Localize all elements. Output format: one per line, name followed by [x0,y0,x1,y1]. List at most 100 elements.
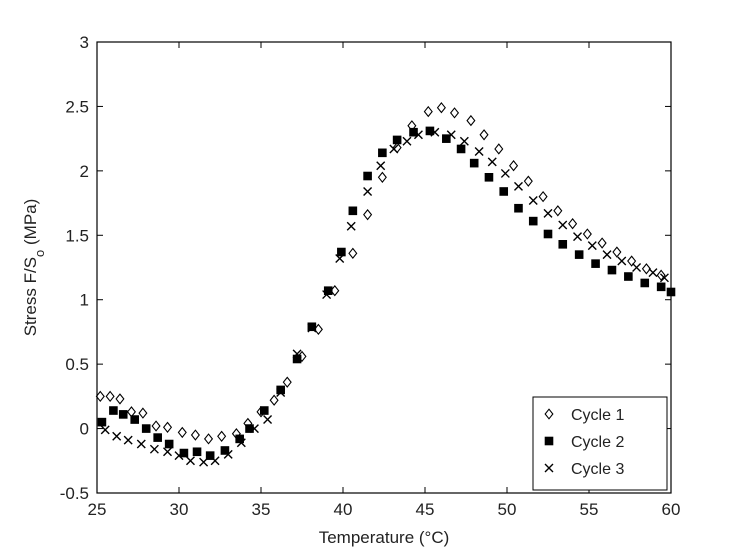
data-point [459,136,469,146]
data-point [514,203,523,213]
data-point [363,171,372,181]
data-point [192,447,202,457]
x-tick-label: 30 [170,500,189,519]
y-tick-label: 0 [80,420,89,439]
y-tick-label: 0.5 [65,355,89,374]
legend-label: Cycle 2 [571,434,624,451]
data-point [138,407,148,419]
data-point [558,240,568,249]
x-tick-label: 45 [416,500,435,519]
data-point [568,218,578,230]
data-point [543,229,553,239]
data-point [123,435,133,445]
data-point [612,246,622,258]
data-point [307,322,317,332]
legend-box [532,396,668,491]
data-point [558,220,568,230]
data-point [484,173,494,182]
data-point [513,181,523,191]
data-point [174,451,184,461]
data-point [602,250,612,260]
x-tick-label: 25 [88,500,107,519]
data-point [151,420,161,432]
data-point [573,232,583,242]
data-point [130,415,140,424]
data-point [389,144,399,154]
data-point [190,429,200,441]
data-point [591,259,600,268]
y-tick-label: 3 [80,33,89,52]
data-point [436,102,446,114]
data-point [523,175,533,187]
data-point [276,387,286,397]
data-point [307,323,317,333]
data-point [179,448,189,458]
data-point [402,136,412,146]
legend-label: Cycle 3 [571,461,624,478]
data-point [500,168,510,178]
plot-area [95,102,676,467]
data-point [177,426,187,439]
data-point [199,457,209,467]
data-point [377,171,387,183]
axes: 25 30 35 40 45 50 55 60 -0.5 0 0.5 1 1.5 2 2.5 3 [60,33,681,519]
y-axis-title-main: Stress F/S [21,257,40,336]
data-point [487,157,497,167]
data-point [210,456,220,466]
data-point [574,250,584,259]
data-point [149,444,159,454]
data-point [376,161,386,171]
data-point [335,253,345,263]
data-point [223,449,233,459]
data-point [348,206,358,216]
data-point [95,390,105,403]
legend: Cycle 1 Cycle 2 Cycle 3 [532,396,668,491]
series-3 [100,127,669,467]
data-point [582,228,592,240]
data-point [100,425,110,435]
x-tick-label: 60 [662,500,681,519]
data-point [641,263,651,275]
data-point [543,208,553,218]
data-point [112,431,122,441]
data-point [269,394,279,406]
data-point [413,130,423,140]
data-point [205,451,215,460]
data-point [141,424,151,433]
data-point [109,406,118,415]
data-point [624,272,633,281]
data-point [528,216,538,226]
data-point [249,424,259,434]
data-point [337,247,346,257]
y-tick-label: 1.5 [65,226,89,245]
data-point [163,447,173,457]
data-point [474,147,484,157]
series-2 [97,126,676,460]
y-axis-title-subscript: o [32,250,47,257]
data-point [494,143,504,155]
data-point [656,282,666,292]
legend-marker [544,408,554,420]
data-point [97,417,107,427]
data-point [363,186,373,196]
data-point [203,433,214,445]
data-point [632,263,642,272]
data-point [587,241,597,251]
data-point [136,439,146,449]
data-point [292,349,302,359]
data-point [153,433,162,442]
data-point [627,255,637,267]
legend-marker [544,463,554,473]
data-point [185,456,195,466]
data-point [348,247,358,260]
y-tick-label: 1 [80,291,89,310]
data-point [162,421,173,433]
data-point [538,190,548,203]
data-point [378,148,387,158]
data-point [469,158,479,168]
data-point [499,187,509,196]
data-point [430,127,440,137]
x-tick-label: 35 [252,500,271,519]
data-point [442,134,451,143]
